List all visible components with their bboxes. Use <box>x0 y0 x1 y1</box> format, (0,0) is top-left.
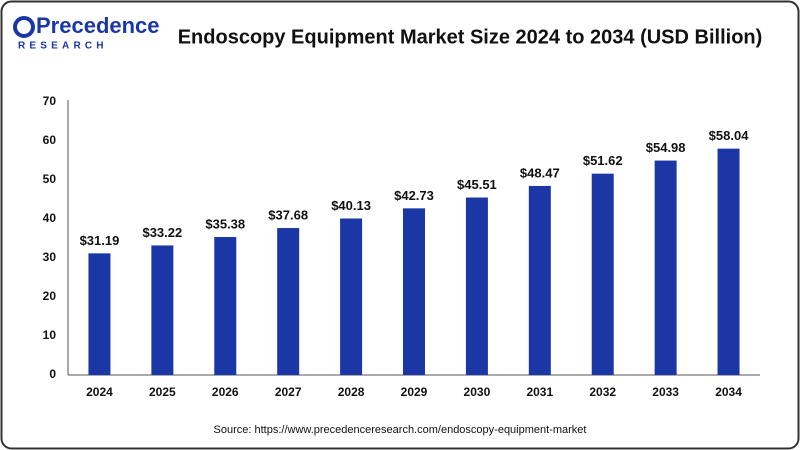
value-label: $33.22 <box>142 225 182 240</box>
value-label: $35.38 <box>205 216 245 231</box>
value-label: $31.19 <box>80 233 120 248</box>
value-label: $58.04 <box>709 128 750 143</box>
x-tick-label: 2027 <box>275 385 302 399</box>
source: Source: https://www.precedenceresearch.c… <box>214 424 587 436</box>
x-tick-label: 2028 <box>338 385 365 399</box>
value-label: $48.47 <box>520 165 560 180</box>
value-label: $42.73 <box>394 188 434 203</box>
x-tick-label: 2024 <box>86 385 113 399</box>
x-tick-label: 2032 <box>589 385 616 399</box>
x-tick-label: 2029 <box>401 385 428 399</box>
x-tick-label: 2030 <box>464 385 491 399</box>
y-tick-label: 40 <box>43 211 57 225</box>
x-tick-label: 2033 <box>652 385 679 399</box>
y-tick-label: 10 <box>43 328 57 342</box>
y-tick-label: 30 <box>43 250 57 264</box>
value-label: $45.51 <box>457 177 497 192</box>
x-tick-label: 2034 <box>715 385 742 399</box>
y-tick-label: 60 <box>43 133 57 147</box>
x-tick-label: 2031 <box>526 385 553 399</box>
bar <box>654 160 677 375</box>
bar <box>528 185 551 375</box>
chart-title: Endoscopy Equipment Market Size 2024 to … <box>178 26 763 48</box>
logo-tagline: RESEARCH <box>18 41 108 52</box>
x-tick-label: 2026 <box>212 385 239 399</box>
value-label: $37.68 <box>268 207 308 222</box>
y-tick-label: 70 <box>43 94 57 108</box>
bar <box>277 228 300 375</box>
bar <box>214 237 237 375</box>
bar <box>465 197 488 375</box>
bar <box>717 148 740 375</box>
logo-name: Precedence <box>36 13 160 38</box>
value-label: $54.98 <box>646 140 686 155</box>
y-tick-label: 0 <box>49 367 56 381</box>
bar <box>88 253 111 375</box>
bar <box>591 173 614 375</box>
bar <box>151 245 174 375</box>
y-tick-label: 50 <box>43 172 57 186</box>
bar <box>340 218 363 375</box>
y-tick-label: 20 <box>43 289 57 303</box>
logo-icon <box>13 16 35 38</box>
x-tick-label: 2025 <box>149 385 176 399</box>
value-label: $51.62 <box>583 153 623 168</box>
value-label: $40.13 <box>331 198 371 213</box>
bar <box>403 208 425 375</box>
